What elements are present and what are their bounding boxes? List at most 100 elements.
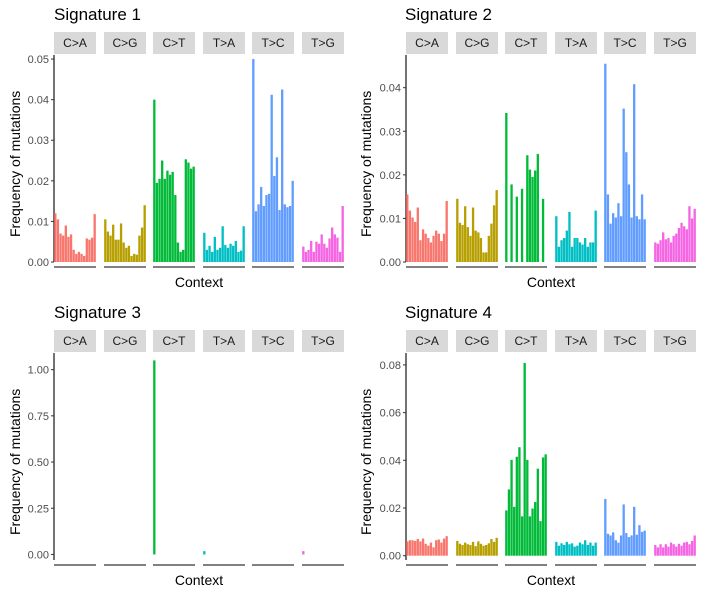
bar xyxy=(568,544,571,556)
bar xyxy=(458,222,462,262)
bar xyxy=(604,63,607,262)
bar xyxy=(435,540,438,556)
bar xyxy=(226,247,230,262)
bar xyxy=(662,232,665,262)
bar xyxy=(153,99,156,263)
bar xyxy=(437,539,440,556)
bar xyxy=(270,94,273,262)
bar xyxy=(187,162,190,262)
bar xyxy=(408,210,412,262)
signature-4-plot: 0.00 0.02 0.04 0.06 0.08 C>A C>G C>T T>A T>C T>G xyxy=(380,330,696,566)
bar xyxy=(93,214,96,262)
facet-strip-label: C>T xyxy=(514,36,538,50)
facet-strip xyxy=(654,330,696,352)
bar xyxy=(640,194,644,262)
bar xyxy=(557,545,561,556)
facet-strip xyxy=(555,32,597,54)
bar xyxy=(216,249,219,262)
bar xyxy=(275,157,279,262)
bar xyxy=(158,178,161,262)
bar xyxy=(544,454,547,556)
bar xyxy=(635,216,638,262)
facet-strip-label: C>A xyxy=(415,36,439,50)
facet-strip-label: C>T xyxy=(162,36,186,50)
bar xyxy=(411,217,414,262)
bar xyxy=(69,234,73,262)
bar xyxy=(106,231,110,262)
bar xyxy=(627,184,631,262)
bar xyxy=(536,468,539,556)
bar xyxy=(510,184,513,262)
bar xyxy=(252,59,255,263)
x-axis-label: Context xyxy=(174,274,224,290)
bar xyxy=(654,544,657,556)
bar xyxy=(531,177,534,262)
bar xyxy=(242,226,245,262)
bar xyxy=(213,236,216,262)
bar xyxy=(669,542,673,556)
bar xyxy=(442,538,446,556)
bar xyxy=(563,544,566,556)
bar xyxy=(627,537,631,556)
bar xyxy=(485,544,488,556)
bar xyxy=(557,246,561,262)
bar xyxy=(411,540,414,556)
bar xyxy=(474,546,477,556)
facet-strip xyxy=(203,32,245,54)
bar xyxy=(424,543,427,556)
bar xyxy=(688,544,691,556)
facet-strip-label: T>C xyxy=(613,36,636,50)
bar xyxy=(581,244,584,262)
facet-strip-label: C>G xyxy=(112,334,137,348)
bar xyxy=(184,159,187,262)
bar xyxy=(291,180,294,262)
bar xyxy=(310,240,313,262)
bar xyxy=(471,207,475,262)
bar xyxy=(328,238,331,262)
panel-title: Signature 3 xyxy=(54,303,141,322)
bar xyxy=(237,251,240,262)
bar xyxy=(153,360,156,555)
bar xyxy=(208,245,211,262)
bar xyxy=(427,238,430,262)
x-axis-label: Context xyxy=(526,572,576,588)
bar xyxy=(541,457,545,556)
bar xyxy=(638,525,641,556)
bar xyxy=(67,236,70,262)
bar xyxy=(518,447,521,556)
bar xyxy=(685,541,688,556)
bar xyxy=(331,227,334,262)
bar xyxy=(675,233,678,262)
bar xyxy=(541,198,545,262)
bar xyxy=(317,243,321,262)
bar xyxy=(594,210,597,262)
y-tick-label: 0.02 xyxy=(380,170,401,182)
bar xyxy=(683,542,686,556)
bar xyxy=(257,204,260,262)
bar xyxy=(693,208,696,262)
bar xyxy=(166,170,169,262)
bar xyxy=(656,547,660,556)
bar xyxy=(171,171,174,262)
y-tick-label: 0.00 xyxy=(28,257,49,269)
bar xyxy=(442,233,446,262)
facet-strip-label: T>G xyxy=(663,36,687,50)
bar xyxy=(520,188,524,262)
bar xyxy=(485,252,488,262)
facet-strip xyxy=(104,330,146,352)
bar xyxy=(513,506,516,556)
bar xyxy=(659,240,662,262)
bar xyxy=(138,235,141,262)
bar xyxy=(573,238,576,262)
bar xyxy=(302,551,305,555)
bar xyxy=(685,229,688,262)
bar xyxy=(338,251,342,262)
bar xyxy=(117,239,120,262)
bar xyxy=(75,253,78,262)
facet-strip xyxy=(456,330,498,352)
bar xyxy=(262,205,265,262)
y-tick-label: 0.01 xyxy=(380,213,401,225)
panel-title: Signature 4 xyxy=(405,303,492,322)
bar xyxy=(469,235,472,262)
bar xyxy=(515,456,518,556)
